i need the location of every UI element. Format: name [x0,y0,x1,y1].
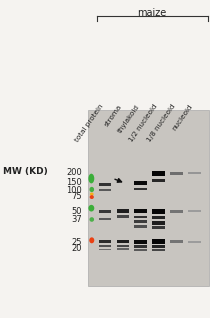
Bar [99,218,111,220]
Bar [152,171,165,176]
Bar [117,215,129,218]
Bar [152,209,165,214]
Bar [152,216,165,219]
Text: 20: 20 [71,244,82,253]
Text: 150: 150 [66,178,82,187]
Bar [170,172,183,175]
Text: nucleoid: nucleoid [172,103,194,132]
Bar [188,172,201,174]
Bar [99,189,111,191]
Bar [134,225,147,228]
Ellipse shape [88,205,94,211]
Text: thylakoid: thylakoid [117,103,141,134]
Text: MW (KD): MW (KD) [3,167,48,176]
Bar [152,245,165,248]
Bar [134,181,147,185]
Bar [134,220,147,223]
Bar [188,241,201,243]
Text: 1/2 nucleoid: 1/2 nucleoid [128,103,159,143]
Text: 37: 37 [71,215,82,224]
Bar [99,240,111,243]
Bar [152,221,165,225]
Bar [134,239,147,244]
Ellipse shape [90,195,94,199]
Text: 75: 75 [71,192,82,201]
Ellipse shape [89,187,94,192]
Bar [170,210,183,213]
Bar [117,240,129,244]
Text: 1/8 nucleoid: 1/8 nucleoid [146,103,176,143]
Bar [134,245,147,247]
Bar [117,245,129,247]
Bar [88,110,209,286]
Bar [134,216,147,218]
Bar [152,239,165,244]
Text: 200: 200 [66,168,82,177]
Bar [99,183,111,186]
Bar [152,226,165,229]
Bar [99,249,111,250]
Bar [152,179,165,182]
Bar [188,210,201,212]
Bar [152,249,165,251]
Ellipse shape [89,217,94,222]
Bar [99,210,111,213]
Bar [117,210,129,213]
Text: 25: 25 [71,238,82,246]
Bar [170,240,183,243]
Text: stroma: stroma [104,103,123,127]
Ellipse shape [90,192,94,196]
Bar [117,248,129,250]
Text: total protein: total protein [75,103,105,143]
Text: 50: 50 [71,207,82,216]
Text: maize: maize [138,8,167,18]
Text: 100: 100 [66,185,82,195]
Bar [99,245,111,247]
Ellipse shape [89,237,94,243]
Bar [134,249,147,251]
Bar [134,188,147,190]
Bar [134,209,147,213]
Ellipse shape [88,174,94,183]
